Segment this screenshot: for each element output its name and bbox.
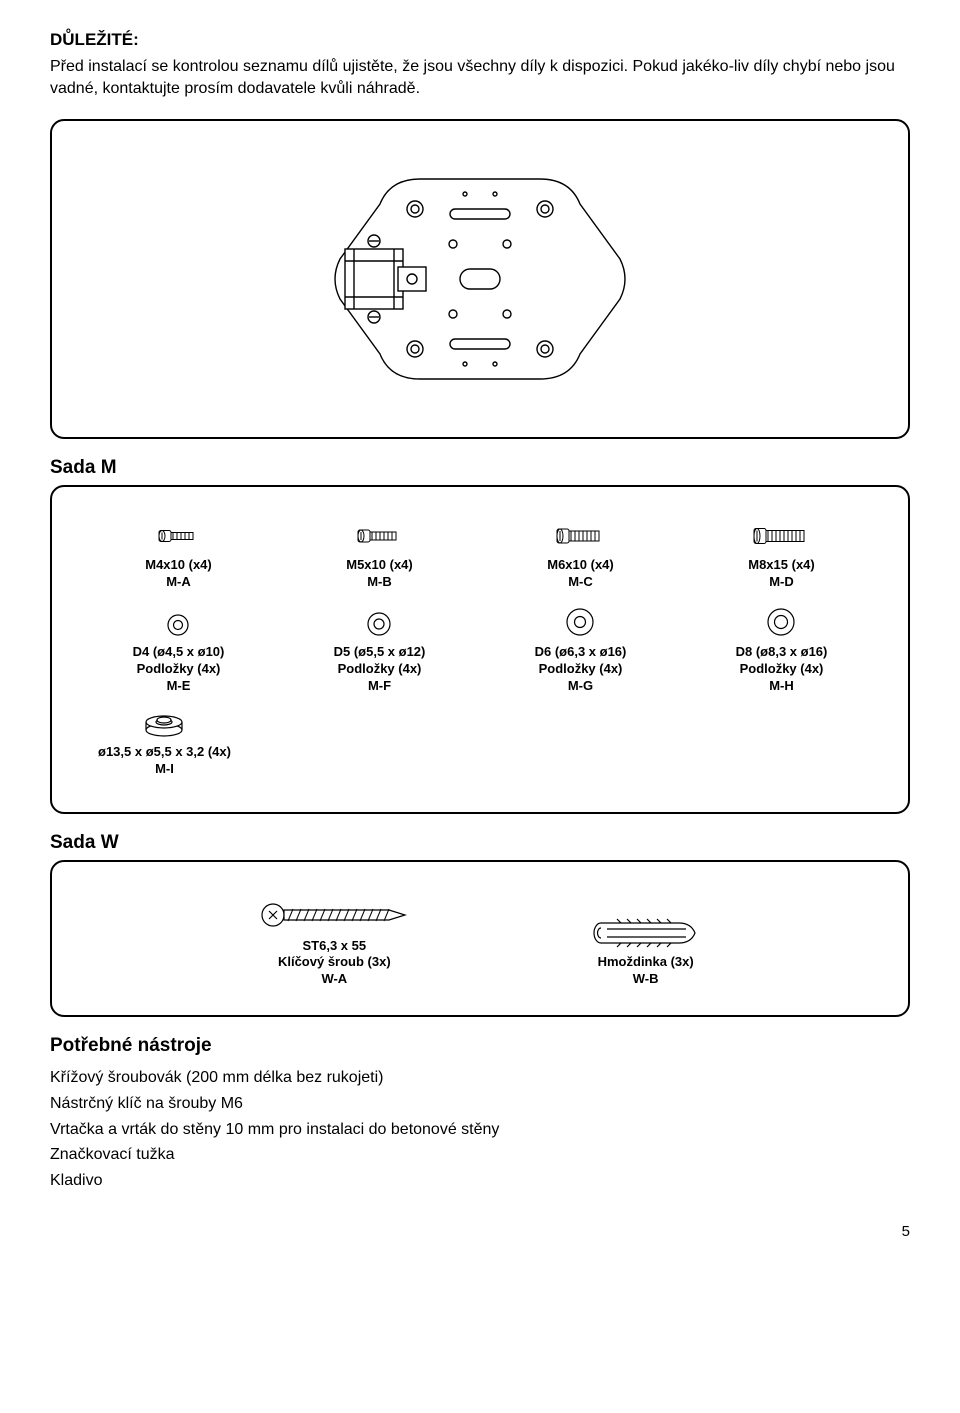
w-screw-line3: W-A [321,971,347,988]
washer-item: D4 (ø4,5 x ø10) Podložky (4x) M-E [133,612,225,694]
washer-label-2: Podložky (4x) [137,661,221,678]
washer-label-3: M-H [769,678,794,695]
washer-icon [765,606,797,638]
bracket-diagram [320,149,640,409]
screw-item: M4x10 (x4) M-A [145,521,211,590]
tool-line: Kladivo [50,1168,910,1194]
screw-icon [356,521,402,551]
washer-label-3: M-E [167,678,191,695]
washer-icon [564,606,596,638]
sada-w-panel: ST6,3 x 55 Klíčový šroub (3x) W-A [50,860,910,1018]
washers-row: D4 (ø4,5 x ø10) Podložky (4x) M-E D5 (ø5… [78,606,882,694]
washer-item: D5 (ø5,5 x ø12) Podložky (4x) M-F [334,610,426,694]
screw-label-2: M-A [166,574,191,591]
w-screw-line1: ST6,3 x 55 [303,938,367,955]
washer-label-1: D8 (ø8,3 x ø16) [736,644,828,661]
washer-label-2: Podložky (4x) [740,661,824,678]
wood-screw-item: ST6,3 x 55 Klíčový šroub (3x) W-A [259,898,409,988]
wall-plug-icon [591,918,701,948]
screw-label-1: M4x10 (x4) [145,557,211,574]
screw-item: M5x10 (x4) M-B [346,521,412,590]
tools-list: Křížový šroubovák (200 mm délka bez ruko… [50,1065,910,1193]
washer-label-1: D6 (ø6,3 x ø16) [535,644,627,661]
washer-label-3: M-F [368,678,391,695]
screw-label-1: M6x10 (x4) [547,557,613,574]
sada-w-row: ST6,3 x 55 Klíčový šroub (3x) W-A [78,898,882,988]
washer-item: D6 (ø6,3 x ø16) Podložky (4x) M-G [535,606,627,694]
washer-icon [165,612,191,638]
screw-label-2: M-C [568,574,593,591]
screw-item: M8x15 (x4) M-D [748,521,814,590]
washer-label-3: M-G [568,678,593,695]
screw-label-2: M-D [769,574,794,591]
screw-label-1: M5x10 (x4) [346,557,412,574]
spacer-line2: M-I [155,761,174,778]
washer-icon [365,610,393,638]
washer-label-1: D5 (ø5,5 x ø12) [334,644,426,661]
screw-item: M6x10 (x4) M-C [547,521,613,590]
washer-label-2: Podložky (4x) [338,661,422,678]
w-plug-line2: W-B [633,971,659,988]
screw-label-2: M-B [367,574,392,591]
w-plug-line1: Hmoždinka (3x) [598,954,694,971]
spacer-row: ø13,5 x ø5,5 x 3,2 (4x) M-I [78,710,882,777]
w-screw-line2: Klíčový šroub (3x) [278,954,391,971]
screw-icon [752,521,810,551]
screws-row: M4x10 (x4) M-A M5x10 (x4) M-B M6x10 (x4)… [78,521,882,590]
washer-label-2: Podložky (4x) [539,661,623,678]
intro-text: Před instalací se kontrolou seznamu dílů… [50,56,910,99]
screw-icon [157,521,199,551]
tool-line: Vrtačka a vrták do stěny 10 mm pro insta… [50,1117,910,1143]
tool-line: Značkovací tužka [50,1142,910,1168]
page-number: 5 [50,1223,910,1240]
sada-m-panel: M4x10 (x4) M-A M5x10 (x4) M-B M6x10 (x4)… [50,485,910,813]
important-heading: DŮLEŽITÉ: [50,30,910,50]
sada-m-title: Sada M [50,457,910,479]
tool-line: Křížový šroubovák (200 mm délka bez ruko… [50,1065,910,1091]
screw-label-1: M8x15 (x4) [748,557,814,574]
washer-label-1: D4 (ø4,5 x ø10) [133,644,225,661]
washer-item: D8 (ø8,3 x ø16) Podložky (4x) M-H [736,606,828,694]
spacer-item: ø13,5 x ø5,5 x 3,2 (4x) M-I [98,710,231,777]
wall-plug-item: Hmoždinka (3x) W-B [591,918,701,987]
wood-screw-icon [259,898,409,932]
screw-icon [555,521,605,551]
tool-line: Nástrčný klíč na šrouby M6 [50,1091,910,1117]
sada-w-title: Sada W [50,832,910,854]
tools-title: Potřebné nástroje [50,1035,910,1057]
main-diagram-panel [50,119,910,439]
spacer-icon [141,710,187,738]
spacer-line1: ø13,5 x ø5,5 x 3,2 (4x) [98,744,231,761]
